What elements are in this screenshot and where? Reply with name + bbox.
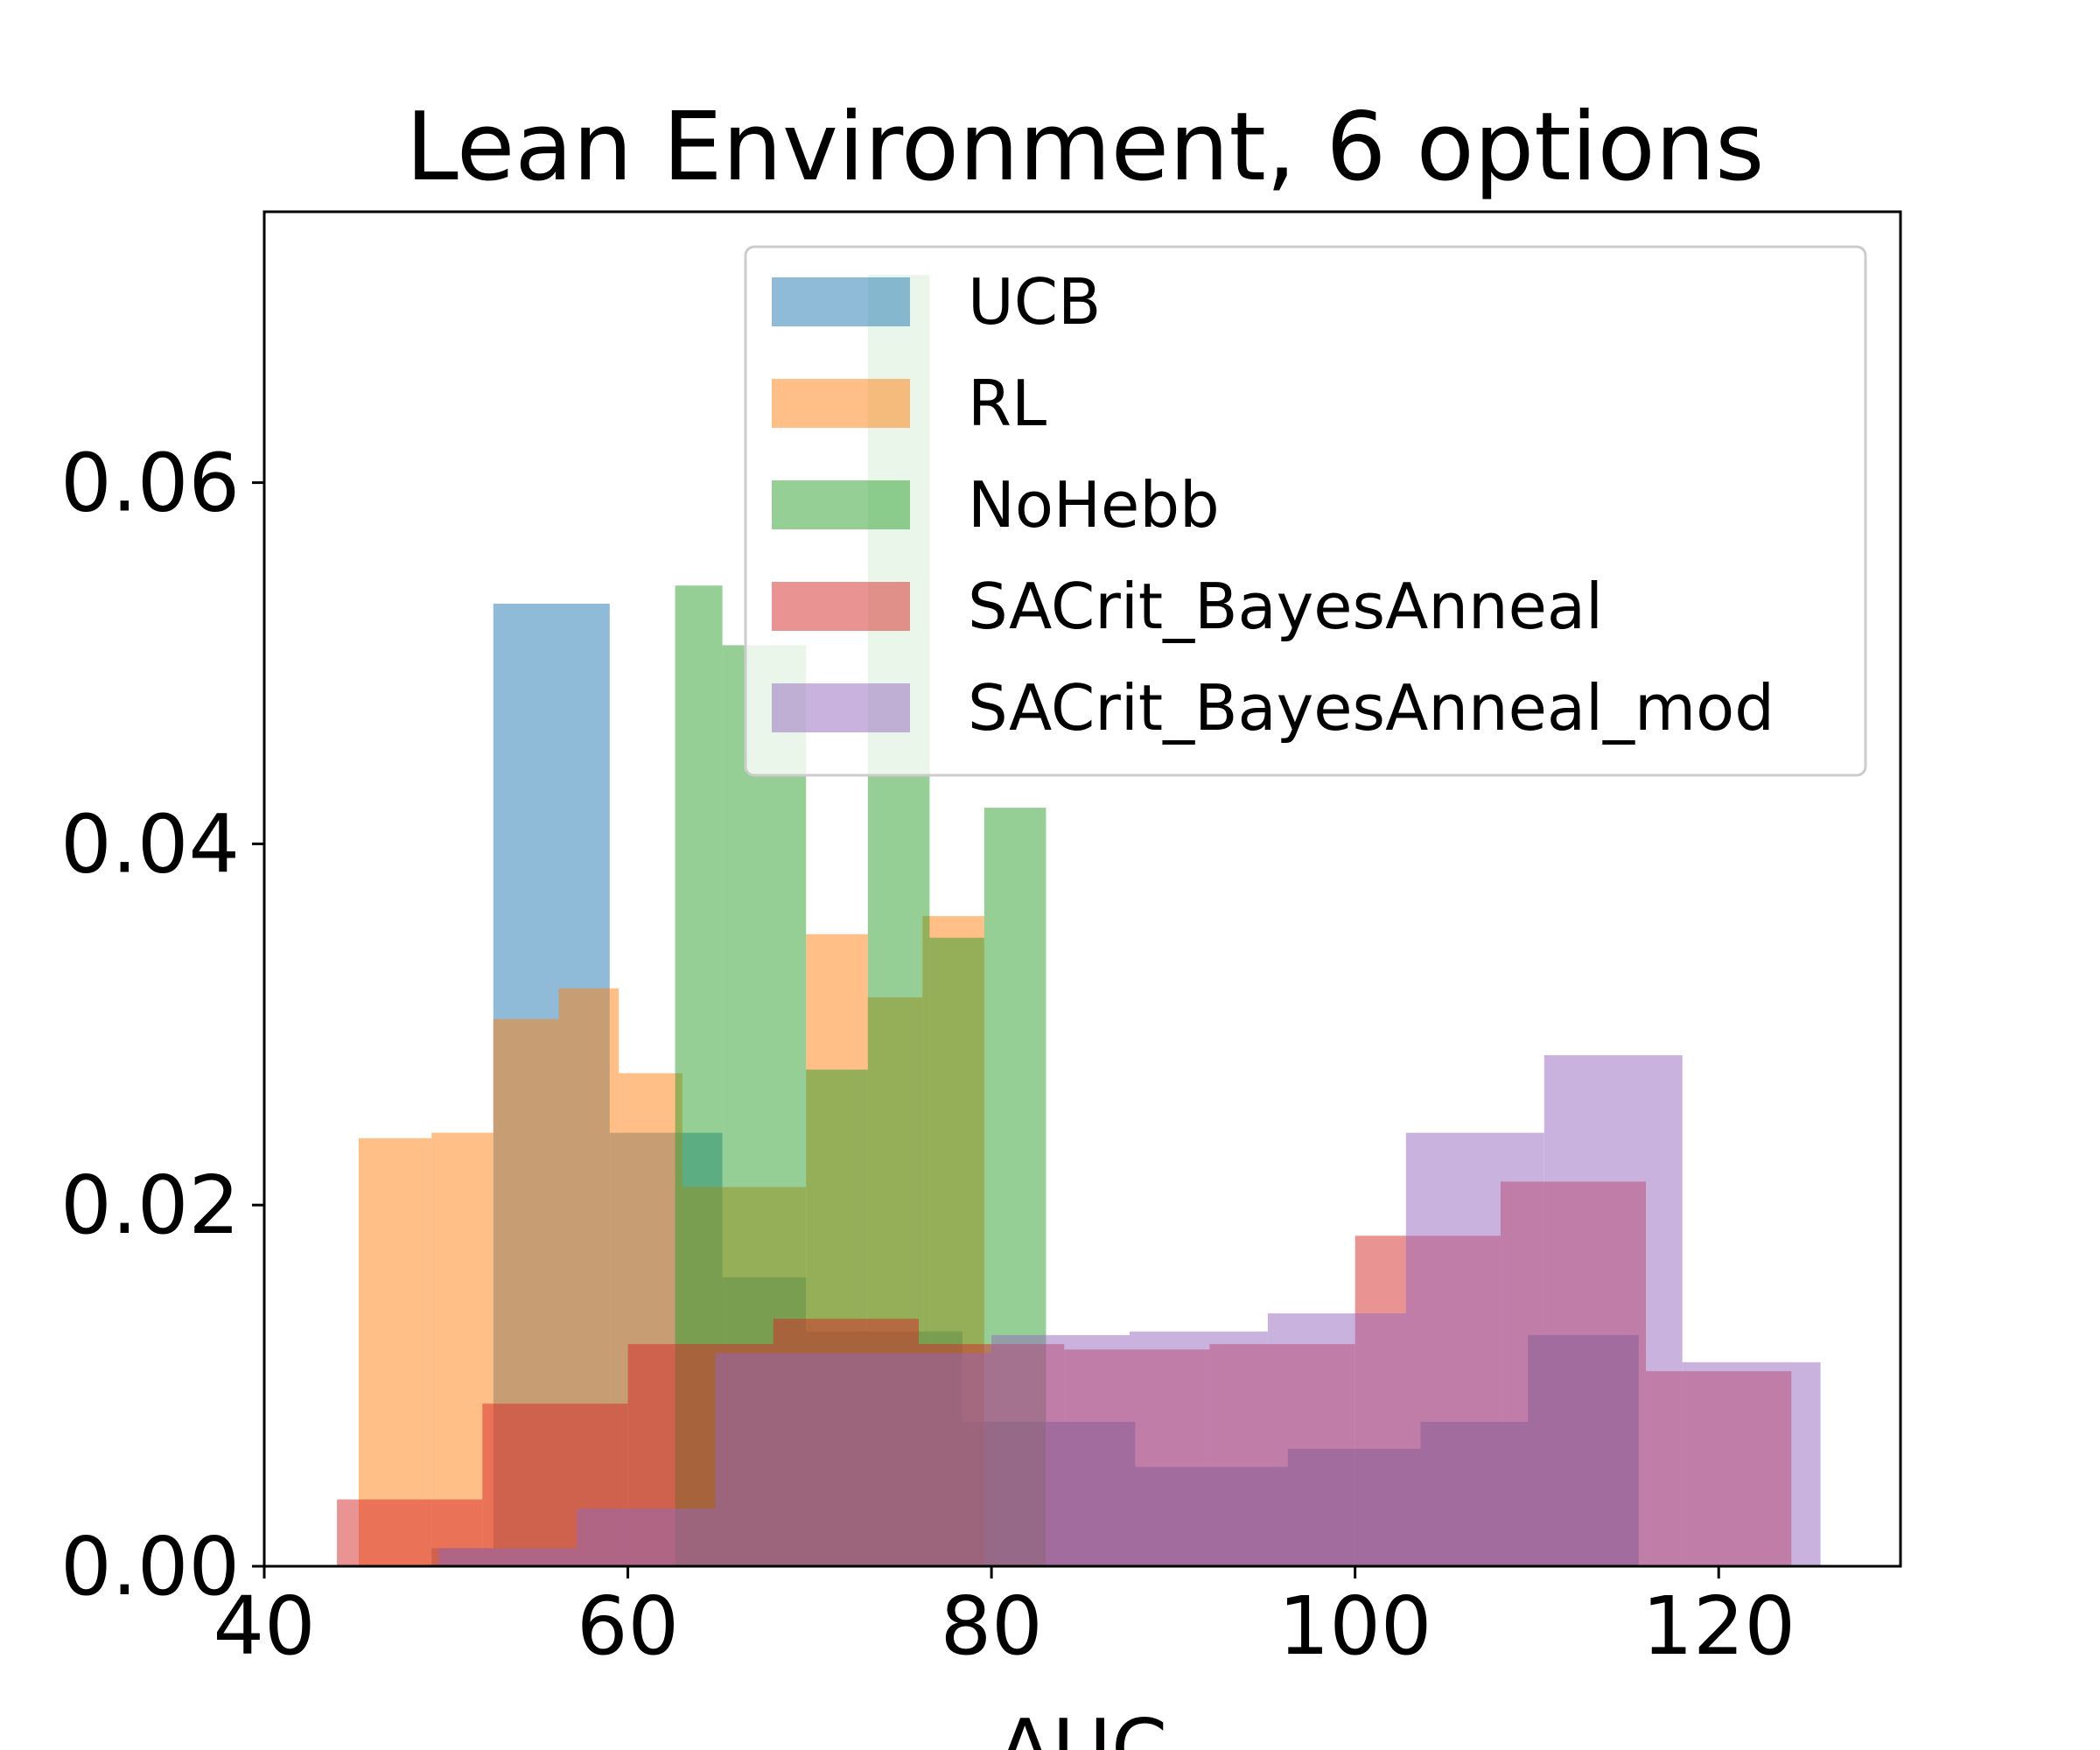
histogram-bar bbox=[853, 1353, 992, 1566]
bars-layer bbox=[337, 275, 1821, 1567]
histogram-bar bbox=[1130, 1331, 1268, 1566]
histogram-bar bbox=[438, 1548, 578, 1566]
legend-label: RL bbox=[968, 367, 1046, 440]
histogram-bar bbox=[715, 1353, 854, 1566]
legend-swatch bbox=[772, 379, 910, 428]
x-tick-label: 40 bbox=[213, 1579, 315, 1673]
legend-swatch bbox=[772, 582, 910, 631]
legend-box bbox=[744, 245, 1867, 777]
legend-items: UCB RL NoHebb SACrit_BayesAnneal SACrit_Baye… bbox=[772, 265, 1774, 745]
legend-swatch bbox=[772, 277, 910, 326]
y-tick-label: 0.02 bbox=[60, 1158, 240, 1252]
histogram-bar bbox=[359, 1138, 432, 1566]
y-tick-label: 0.04 bbox=[60, 797, 240, 891]
histogram-bar bbox=[1267, 1313, 1406, 1566]
x-tick-label: 60 bbox=[577, 1579, 679, 1673]
histogram-bar bbox=[577, 1508, 716, 1566]
x-tick-label: 120 bbox=[1642, 1579, 1796, 1673]
y-tick-label: 0.00 bbox=[60, 1520, 240, 1614]
legend-label: SACrit_BayesAnneal bbox=[968, 570, 1603, 643]
legend-label: SACrit_BayesAnneal_mod bbox=[968, 671, 1774, 745]
x-axis: 40 60 80 100 120 bbox=[213, 1566, 1796, 1673]
legend-swatch bbox=[772, 683, 910, 732]
legend-swatch bbox=[772, 480, 910, 529]
legend: UCB RL NoHebb SACrit_BayesAnneal SACrit_Baye… bbox=[744, 245, 1867, 777]
series-SACrit_BayesAnneal_mod bbox=[438, 1054, 1821, 1566]
histogram-bar bbox=[1544, 1054, 1683, 1566]
histogram-bar bbox=[1405, 1132, 1544, 1566]
x-tick-label: 80 bbox=[941, 1579, 1043, 1673]
x-tick-label: 100 bbox=[1278, 1579, 1432, 1673]
x-axis-label: AUC bbox=[998, 1702, 1168, 1750]
chart-title: Lean Environment, 6 options bbox=[406, 93, 1765, 202]
histogram-bar bbox=[991, 1334, 1130, 1566]
histogram-bar bbox=[1682, 1362, 1821, 1566]
legend-label: UCB bbox=[968, 265, 1101, 339]
plot-frame bbox=[262, 210, 1902, 1568]
legend-label: NoHebb bbox=[968, 468, 1220, 542]
y-tick-label: 0.06 bbox=[60, 437, 240, 530]
y-axis: 0.00 0.02 0.04 0.06 bbox=[60, 437, 264, 1614]
